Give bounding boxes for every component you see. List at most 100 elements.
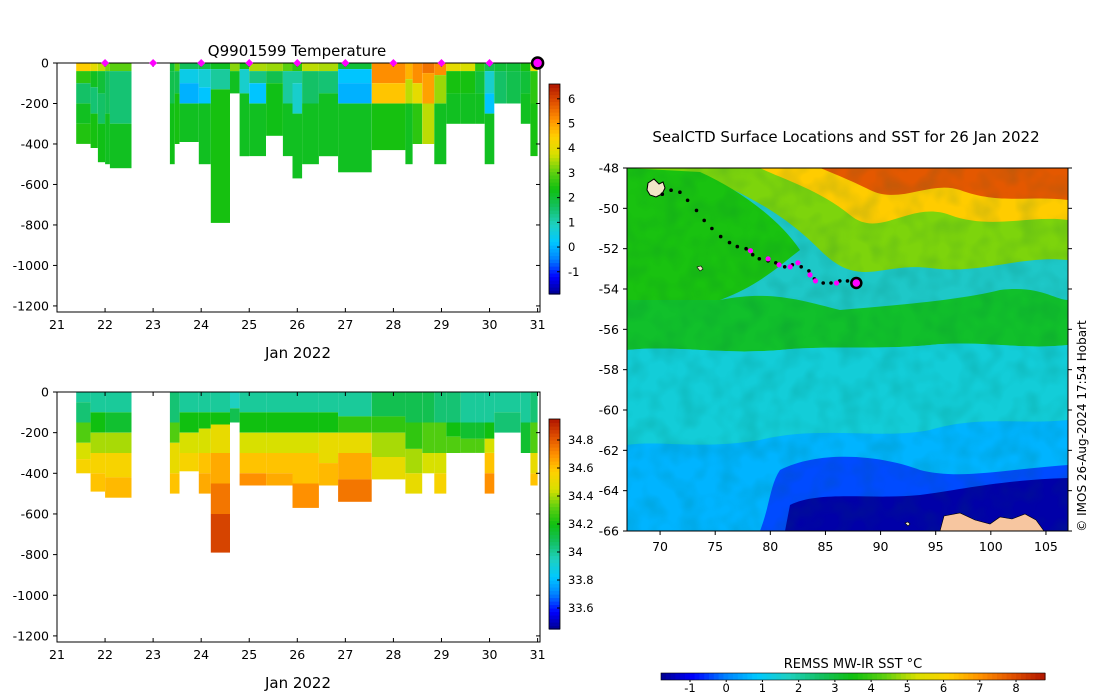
profile-cell (198, 103, 211, 165)
profile-cell (76, 123, 91, 144)
colorbar-segment (549, 150, 560, 155)
colorbar-segment (549, 485, 560, 490)
profile-cell (76, 422, 91, 443)
track-point (727, 240, 732, 245)
colorbar-segment (549, 203, 560, 208)
profile-cell (422, 63, 435, 74)
colorbar-segment (549, 241, 560, 246)
map-colorbar-segment (694, 673, 700, 680)
map-colorbar-segment (867, 673, 873, 680)
map-colorbar-segment (901, 673, 907, 680)
profile-cell (210, 69, 230, 90)
profile-cell (338, 83, 372, 104)
latest-surface-location (850, 276, 863, 290)
profile-cell (446, 392, 461, 423)
sst-field (627, 168, 1068, 531)
profile-cell (318, 93, 339, 157)
map-colorbar-segment (805, 673, 811, 680)
profile-cell (434, 422, 447, 453)
colorbar-segment (549, 234, 560, 239)
colorbar-segment (549, 496, 560, 501)
colorbar-segment (549, 140, 560, 145)
profile-cell (76, 459, 91, 474)
profile-cell (302, 71, 319, 104)
map-colorbar-segment (973, 673, 979, 680)
y-tick-label: -1200 (13, 298, 49, 313)
profile-cell (230, 63, 240, 72)
profile-cell (210, 89, 230, 223)
temperature-colorbar: -1 0 1 2 3 4 5 6 (548, 83, 579, 295)
colorbar-tick-label: 4 (568, 141, 575, 155)
profile-cell (230, 408, 240, 423)
colorbar-frame (548, 83, 561, 295)
profile-cell (90, 113, 98, 148)
map-colorbar-segment (747, 673, 753, 680)
profile-cell (405, 392, 423, 423)
profile-cell (405, 422, 423, 449)
profile-cell (446, 436, 461, 453)
profile-cell (494, 71, 507, 104)
profile-cell (90, 87, 98, 114)
sst-bands (627, 168, 1068, 531)
lat-tick-label: -48 (599, 161, 619, 176)
profile-cell (76, 103, 91, 124)
map-colorbar-label: REMSS MW-IR SST °C (784, 657, 923, 672)
colorbar-segment (549, 105, 560, 110)
profile-cell (76, 392, 91, 403)
profile-cell (198, 87, 211, 104)
colorbar-segment (549, 566, 560, 571)
x-tick-label: 21 (49, 647, 65, 662)
colorbar-segment (549, 259, 560, 264)
profile-cell (422, 103, 435, 144)
colorbar-segment (549, 520, 560, 525)
x-tick-label: 23 (145, 647, 161, 662)
map-colorbar-tick-label: 8 (1012, 681, 1019, 695)
map-colorbar-segment (819, 673, 825, 680)
temperature-cells (76, 63, 538, 223)
colorbar-segment (549, 597, 560, 602)
profile-cell (179, 63, 199, 70)
colorbar-segment (549, 569, 560, 574)
profile-cell (174, 93, 180, 144)
profile-cell (266, 412, 293, 433)
heard-island (696, 265, 704, 272)
track-point (718, 234, 723, 239)
x-tick-label: 25 (241, 317, 257, 332)
map-title: SealCTD Surface Locations and SST for 26… (652, 128, 1039, 146)
profile-cell (484, 453, 495, 474)
profile-marker (293, 59, 302, 67)
profile-cell (446, 63, 461, 72)
y-tick-label: -1000 (13, 588, 49, 603)
x-tick-label: 31 (530, 317, 546, 332)
profile-cell (292, 392, 319, 413)
map-colorbar-segment (953, 673, 960, 680)
colorbar-segment (549, 429, 560, 434)
map-colorbar-segment (910, 673, 916, 680)
map-colorbar-segment (886, 673, 892, 680)
profile-cell (198, 69, 211, 88)
map-colorbar-tick-label: 6 (940, 681, 947, 695)
colorbar-segment (549, 447, 560, 452)
profile-cell (97, 123, 106, 163)
colorbar-segment (549, 436, 560, 441)
profile-cell (179, 392, 199, 413)
profile-cell (338, 416, 372, 433)
x-tick-label: 23 (145, 317, 161, 332)
map-colorbar-segment (848, 673, 854, 680)
profile-marker (245, 59, 254, 67)
profile-cell (239, 453, 266, 474)
colorbar-segment (549, 499, 560, 504)
profile-cell (292, 432, 319, 453)
colorbar-segment (549, 192, 560, 197)
profile-cell (105, 63, 110, 72)
profile-cell (484, 113, 495, 165)
y-tick-label: -200 (21, 96, 49, 111)
colorbar-segment (549, 217, 560, 222)
colorbar-segment (549, 464, 560, 469)
map-colorbar-segment (733, 673, 739, 680)
map-colorbar-tick-label: 2 (795, 681, 802, 695)
colorbar-segment (549, 552, 560, 557)
colorbar-tick-label: 6 (568, 92, 575, 106)
colorbar-segment (549, 419, 560, 424)
colorbar-segment (549, 443, 560, 448)
